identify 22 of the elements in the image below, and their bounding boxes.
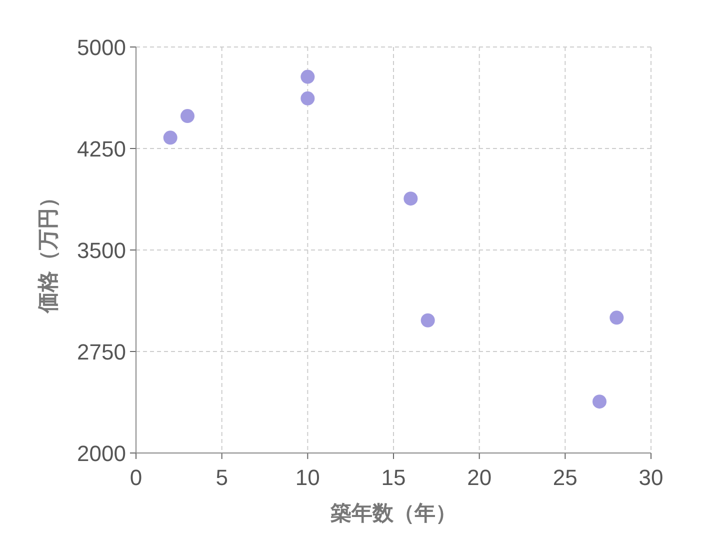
point [300, 91, 315, 106]
x-tick-label: 0 [130, 465, 142, 490]
x-axis-title: 築年数（年） [330, 502, 456, 525]
x-tick-label: 5 [216, 465, 228, 490]
y-tick-label: 5000 [77, 35, 126, 60]
point [592, 394, 606, 409]
point [610, 310, 624, 325]
x-tick-label: 20 [467, 465, 492, 490]
point [163, 130, 178, 145]
x-tick-label: 15 [381, 465, 406, 490]
x-tick-label: 25 [552, 465, 578, 490]
y-axis-title: 価格（万円） [37, 187, 60, 314]
x-tick-label: 10 [295, 465, 320, 490]
y-tick-label: 2000 [77, 441, 126, 466]
x-tick-label: 30 [638, 465, 664, 490]
y-tick-label: 3500 [77, 238, 126, 263]
y-tick-label: 4250 [77, 136, 126, 162]
y-tick-label: 2750 [77, 340, 126, 364]
point [300, 70, 315, 84]
point [180, 109, 194, 124]
point [420, 313, 435, 328]
point [404, 192, 418, 206]
